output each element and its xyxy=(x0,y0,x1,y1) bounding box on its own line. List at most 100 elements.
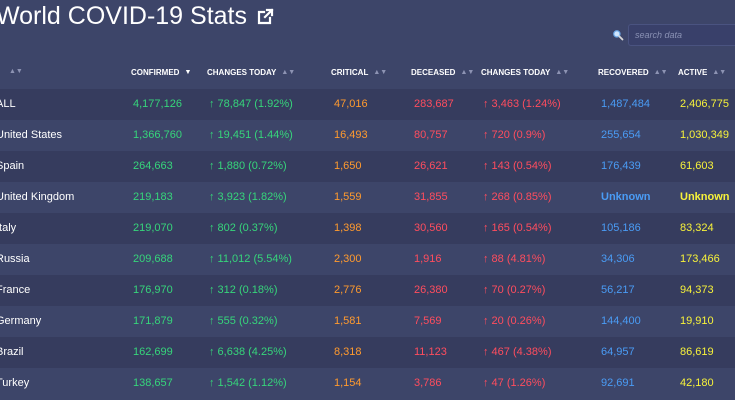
cell-active: 86,619 xyxy=(680,346,714,358)
table-row[interactable]: Turkey 138,657 ↑ 1,542 (1.12%) 1,154 3,7… xyxy=(0,368,735,399)
cell-deaths-change: ↑ 47 (1.26%) xyxy=(483,377,546,389)
table-row[interactable]: Brazil 162,699 ↑ 6,638 (4.25%) 8,318 11,… xyxy=(0,337,735,368)
cell-recovered: 34,306 xyxy=(601,253,635,265)
header-recovered[interactable]: RECOVERED ▲▼ xyxy=(598,68,668,77)
cell-confirmed: 171,879 xyxy=(133,315,173,327)
cell-country: Spain xyxy=(0,160,25,172)
header-confirmed[interactable]: CONFIRMED ▼ xyxy=(131,68,192,77)
cell-recovered: 144,400 xyxy=(601,315,641,327)
sort-icon: ▲▼ xyxy=(712,69,727,76)
cell-confirmed: 1,366,760 xyxy=(133,129,182,141)
cell-recovered: 255,654 xyxy=(601,129,641,141)
cell-recovered: 92,691 xyxy=(601,377,635,389)
stats-table: ▲▼ CONFIRMED ▼ CHANGES TODAY ▲▼ CRITICAL ▲▼… xyxy=(0,59,735,399)
cell-critical: 1,398 xyxy=(334,222,362,234)
cell-deceased: 11,123 xyxy=(414,346,447,358)
cell-confirmed-change: ↑ 3,923 (1.82%) xyxy=(209,191,287,203)
cell-deceased: 80,757 xyxy=(414,129,448,141)
cell-deceased: 283,687 xyxy=(414,98,454,110)
cell-confirmed: 209,688 xyxy=(133,253,173,265)
cell-active: 83,324 xyxy=(680,222,714,234)
cell-country: France xyxy=(0,284,31,296)
cell-deaths-change: ↑ 70 (0.27%) xyxy=(483,284,546,296)
cell-deceased: 7,569 xyxy=(414,315,442,327)
table-row[interactable]: France 176,970 ↑ 312 (0.18%) 2,776 26,38… xyxy=(0,275,735,306)
search-box xyxy=(612,24,735,46)
cell-confirmed-change: ↑ 555 (0.32%) xyxy=(209,315,278,327)
cell-country: United Kingdom xyxy=(0,191,75,203)
cell-critical: 47,016 xyxy=(334,98,368,110)
cell-country: Brazil xyxy=(0,346,24,358)
cell-confirmed-change: ↑ 6,638 (4.25%) xyxy=(209,346,287,358)
header-deaths-changes-today[interactable]: CHANGES TODAY ▲▼ xyxy=(481,68,570,77)
cell-deceased: 31,855 xyxy=(414,191,448,203)
cell-deaths-change: ↑ 143 (0.54%) xyxy=(483,160,552,172)
cell-confirmed-change: ↑ 1,880 (0.72%) xyxy=(209,160,287,172)
cell-confirmed-change: ↑ 19,451 (1.44%) xyxy=(209,129,293,141)
cell-deceased: 30,560 xyxy=(414,222,448,234)
cell-active: 19,910 xyxy=(680,315,714,327)
sort-icon: ▲▼ xyxy=(9,68,23,75)
table-row[interactable]: Germany 171,879 ↑ 555 (0.32%) 1,581 7,56… xyxy=(0,306,735,337)
header-critical[interactable]: CRITICAL ▲▼ xyxy=(331,68,388,77)
cell-confirmed: 219,183 xyxy=(133,191,173,203)
cell-recovered: 1,487,484 xyxy=(601,98,650,110)
cell-confirmed: 4,177,126 xyxy=(133,98,182,110)
cell-deaths-change: ↑ 3,463 (1.24%) xyxy=(483,98,561,110)
cell-recovered: 56,217 xyxy=(601,284,635,296)
cell-country: Italy xyxy=(0,222,17,234)
cell-deceased: 26,621 xyxy=(414,160,448,172)
cell-deaths-change: ↑ 88 (4.81%) xyxy=(483,253,546,265)
header-deceased[interactable]: DECEASED ▲▼ xyxy=(411,68,475,77)
cell-recovered: 64,957 xyxy=(601,346,635,358)
sort-icon: ▲▼ xyxy=(653,69,668,76)
header-country[interactable]: ▲▼ xyxy=(4,68,23,75)
cell-recovered: 105,186 xyxy=(601,222,641,234)
table-row[interactable]: Italy 219,070 ↑ 802 (0.37%) 1,398 30,560… xyxy=(0,213,735,244)
sort-icon: ▲▼ xyxy=(281,69,296,76)
cell-critical: 16,493 xyxy=(334,129,368,141)
sort-icon: ▲▼ xyxy=(373,69,388,76)
cell-confirmed-change: ↑ 802 (0.37%) xyxy=(209,222,278,234)
table-row[interactable]: Spain 264,663 ↑ 1,880 (0.72%) 1,650 26,6… xyxy=(0,151,735,182)
cell-active: Unknown xyxy=(680,191,730,203)
cell-critical: 8,318 xyxy=(334,346,362,358)
cell-recovered: 176,439 xyxy=(601,160,641,172)
external-link-icon[interactable] xyxy=(255,7,275,27)
cell-active: 173,466 xyxy=(680,253,720,265)
cell-confirmed: 138,657 xyxy=(133,377,173,389)
table-row[interactable]: United States 1,366,760 ↑ 19,451 (1.44%)… xyxy=(0,120,735,151)
cell-critical: 1,650 xyxy=(334,160,362,172)
cell-active: 61,603 xyxy=(680,160,714,172)
header-changes-today[interactable]: CHANGES TODAY ▲▼ xyxy=(207,68,296,77)
sort-icon: ▲▼ xyxy=(460,69,475,76)
sort-icon: ▲▼ xyxy=(555,69,570,76)
cell-critical: 2,776 xyxy=(334,284,362,296)
search-input[interactable] xyxy=(628,24,735,46)
cell-confirmed-change: ↑ 11,012 (5.54%) xyxy=(209,253,292,265)
cell-critical: 2,300 xyxy=(334,253,362,265)
cell-deaths-change: ↑ 720 (0.9%) xyxy=(483,129,546,141)
cell-deaths-change: ↑ 268 (0.85%) xyxy=(483,191,552,203)
page-title-text: World COVID-19 Stats xyxy=(0,2,248,30)
table-row[interactable]: ALL 4,177,126 ↑ 78,847 (1.92%) 47,016 28… xyxy=(0,89,735,120)
cell-confirmed: 162,699 xyxy=(133,346,173,358)
search-icon xyxy=(613,30,624,41)
cell-critical: 1,581 xyxy=(334,315,362,327)
page-title: World COVID-19 Stats xyxy=(0,2,275,31)
cell-active: 42,180 xyxy=(680,377,714,389)
cell-deceased: 26,380 xyxy=(414,284,448,296)
cell-confirmed: 176,970 xyxy=(133,284,173,296)
cell-country: Turkey xyxy=(0,377,30,389)
cell-active: 1,030,349 xyxy=(680,129,729,141)
header-active[interactable]: ACTIVE ▲▼ xyxy=(678,68,727,77)
table-row[interactable]: United Kingdom 219,183 ↑ 3,923 (1.82%) 1… xyxy=(0,182,735,213)
cell-deaths-change: ↑ 20 (0.26%) xyxy=(483,315,546,327)
cell-country: ALL xyxy=(0,98,16,110)
cell-active: 94,373 xyxy=(680,284,714,296)
cell-deaths-change: ↑ 467 (4.38%) xyxy=(483,346,552,358)
cell-deaths-change: ↑ 165 (0.54%) xyxy=(483,222,552,234)
cell-confirmed-change: ↑ 312 (0.18%) xyxy=(209,284,278,296)
cell-deceased: 3,786 xyxy=(414,377,442,389)
table-row[interactable]: Russia 209,688 ↑ 11,012 (5.54%) 2,300 1,… xyxy=(0,244,735,275)
